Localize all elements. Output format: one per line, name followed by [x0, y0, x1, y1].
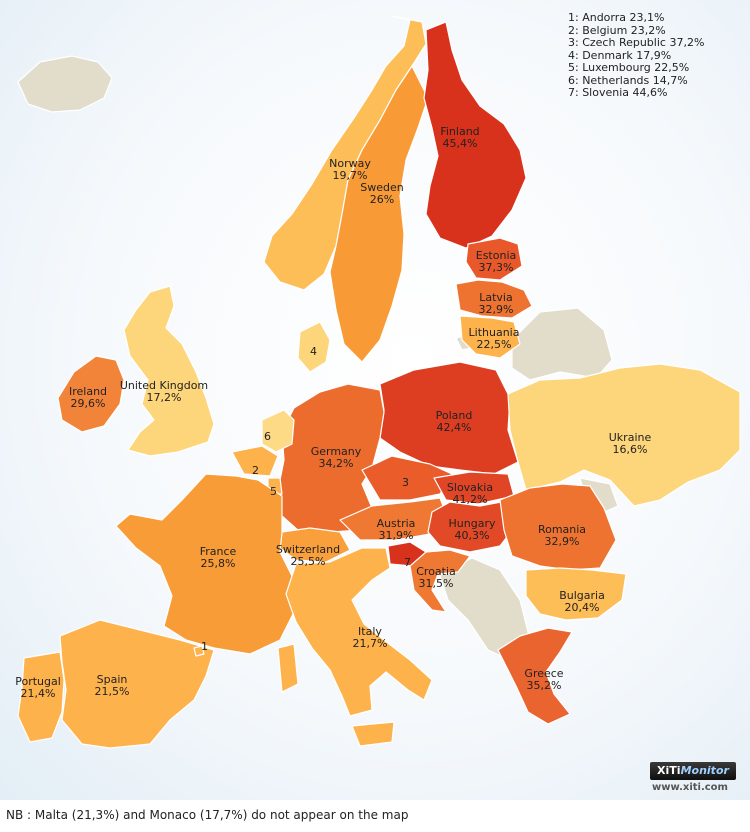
- country-poland[interactable]: [379, 361, 519, 475]
- country-finland[interactable]: [423, 21, 527, 249]
- marker-denmark: 4: [310, 345, 317, 358]
- country-spain[interactable]: [59, 619, 215, 749]
- label-greece: Greece 35,2%: [524, 667, 564, 692]
- legend-item: 5: Luxembourg 22,5%: [568, 61, 690, 74]
- label-spain: Spain 21,5%: [94, 673, 130, 698]
- marker-andorra: 1: [201, 640, 208, 653]
- country-switzerland[interactable]: [279, 527, 351, 563]
- country-estonia[interactable]: [465, 237, 523, 281]
- label-norway: Norway 19,7%: [329, 157, 371, 182]
- label-germany: Germany 34,2%: [310, 445, 362, 470]
- legend-item: 2: Belgium 23,2%: [568, 23, 666, 37]
- xiti-url-text: www.xiti.com: [652, 782, 728, 793]
- belarus-russia-shape: [511, 307, 613, 381]
- label-italy: Italy 21,7%: [352, 625, 388, 650]
- country-romania[interactable]: [499, 483, 617, 571]
- label-finland: Finland 45,4%: [440, 125, 480, 150]
- label-estonia: Estonia 37,3%: [475, 249, 517, 274]
- label-austria: Austria 31,9%: [376, 517, 416, 542]
- label-sweden: Sweden 26%: [360, 181, 404, 206]
- legend-list: 1: Andorra 23,1% 2: Belgium 23,2% 3: Cze…: [568, 11, 705, 100]
- label-france: France 25,8%: [199, 545, 237, 570]
- label-switzerland: Switzerland 25,5%: [275, 543, 341, 568]
- footnote: NB : Malta (21,3%) and Monaco (17,7%) do…: [6, 808, 409, 822]
- country-denmark[interactable]: [297, 321, 331, 373]
- label-ireland: Ireland 29,6%: [68, 385, 108, 410]
- country-croatia[interactable]: [409, 549, 471, 613]
- country-ireland[interactable]: [57, 355, 125, 433]
- country-andorra[interactable]: [193, 645, 205, 657]
- italy-sicily-shape: [351, 721, 395, 747]
- country-italy[interactable]: [285, 547, 433, 717]
- label-romania: Romania 32,9%: [537, 523, 587, 548]
- country-belgium[interactable]: [231, 445, 279, 477]
- country-sweden[interactable]: [329, 65, 429, 363]
- label-bulgaria: Bulgaria 20,4%: [559, 589, 605, 614]
- legend-item: 1: Andorra 23,1%: [568, 11, 665, 24]
- marker-slovenia: 7: [404, 556, 411, 569]
- marker-netherlands: 6: [264, 430, 271, 443]
- country-portugal[interactable]: [17, 651, 65, 743]
- legend-item: 7: Slovenia 44,6%: [568, 86, 668, 99]
- iceland-shape: [17, 55, 113, 113]
- country-bulgaria[interactable]: [525, 567, 627, 621]
- label-portugal: Portugal 21,4%: [15, 675, 61, 700]
- country-greece[interactable]: [497, 627, 573, 725]
- legend-item: 6: Netherlands 14,7%: [568, 73, 688, 87]
- label-uk: United Kingdom 17,2%: [119, 379, 209, 404]
- country-lithuania[interactable]: [459, 315, 521, 359]
- legend-item: 4: Denmark 17,9%: [568, 48, 672, 62]
- legend-item: 3: Czech Republic 37,2%: [568, 36, 705, 49]
- label-ukraine: Ukraine 16,6%: [608, 431, 652, 456]
- label-lithuania: Lithuania 22,5%: [468, 326, 520, 351]
- label-croatia: Croatia 31,5%: [416, 565, 456, 590]
- europe-map: [17, 15, 741, 749]
- country-latvia[interactable]: [455, 279, 533, 319]
- label-latvia: Latvia 32,9%: [478, 291, 514, 316]
- marker-belgium: 2: [252, 464, 259, 477]
- country-france[interactable]: [115, 473, 297, 655]
- xiti-monitor-logo: XiTiMonitor: [650, 762, 736, 780]
- label-hungary: Hungary 40,3%: [448, 517, 496, 542]
- marker-czech: 3: [402, 476, 409, 489]
- marker-luxembourg: 5: [270, 485, 277, 498]
- italy-sardinia-shape: [277, 643, 299, 693]
- country-netherlands[interactable]: [261, 409, 295, 453]
- country-uk[interactable]: [123, 285, 215, 457]
- label-slovakia: Slovakia 41,2%: [446, 481, 494, 506]
- label-poland: Poland 42,4%: [435, 409, 473, 434]
- map-frame: Finland 45,4% Norway 19,7% Sweden 26% Eston…: [0, 0, 750, 800]
